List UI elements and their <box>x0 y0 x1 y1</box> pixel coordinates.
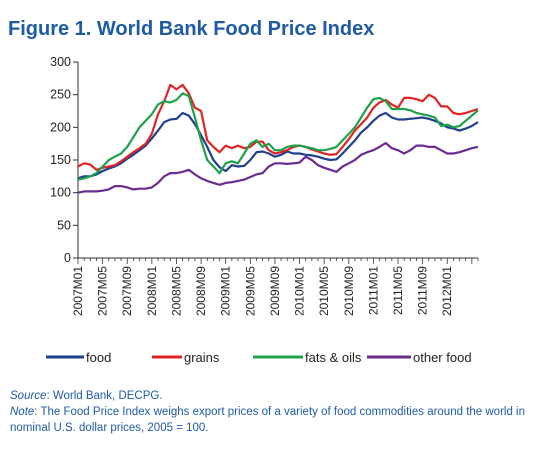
x-tick-label: 2011M05 <box>391 266 405 315</box>
y-tick-label: 50 <box>57 218 71 232</box>
x-tick-label: 2008M05 <box>169 266 183 316</box>
x-tick-label: 2010M05 <box>317 266 331 316</box>
legend-label: food <box>86 350 111 365</box>
note-text: : The Food Price Index weighs export pri… <box>10 406 526 434</box>
source-line: Source: World Bank, DECPG. <box>10 388 546 404</box>
legend-label: fats & oils <box>305 350 362 365</box>
x-tick-label: 2007M01 <box>71 266 85 316</box>
source-text: : World Bank, DECPG. <box>46 390 163 402</box>
series-line-other-food <box>77 141 479 194</box>
y-tick-label: 300 <box>50 55 71 69</box>
source-label: Source <box>10 390 47 402</box>
x-tick-label: 2011M09 <box>416 266 430 315</box>
x-tick-label: 2007M09 <box>120 266 134 316</box>
x-tick-label: 2009M09 <box>268 266 282 316</box>
note-line: Note: The Food Price Index weighs export… <box>10 404 546 436</box>
y-tick-label: 250 <box>50 88 71 102</box>
x-tick-label: 2007M05 <box>96 266 110 316</box>
series-line-food <box>77 111 479 180</box>
x-tick-label: 2009M05 <box>243 266 257 316</box>
chart-title: Figure 1. World Bank Food Price Index <box>8 18 375 40</box>
x-tick-label: 2012M01 <box>440 266 454 316</box>
x-tick-label: 2011M01 <box>366 266 380 315</box>
series-line-grains <box>77 83 479 171</box>
x-tick-label: 2009M01 <box>219 266 233 316</box>
chart-ticks: 0 50 100 150 200 250 300 2007M01 2007M05 2007M09 2… <box>50 55 479 316</box>
chart-axes <box>77 62 478 259</box>
legend-label: other food <box>413 350 472 365</box>
line-chart: 0 50 100 150 200 250 300 2007M01 2007M05 2007M09 2… <box>46 55 479 365</box>
x-tick-label: 2010M01 <box>293 266 307 316</box>
y-tick-label: 200 <box>50 120 71 134</box>
chart-legend: food grains fats & oils other food <box>46 350 472 365</box>
y-tick-label: 0 <box>64 251 71 265</box>
legend-label: grains <box>184 350 220 365</box>
chart-series <box>77 83 479 194</box>
y-tick-label: 150 <box>50 153 71 167</box>
y-tick-label: 100 <box>50 186 71 200</box>
chart-notes: Source: World Bank, DECPG. Note: The Foo… <box>10 388 546 436</box>
x-tick-label: 2008M01 <box>145 266 159 316</box>
x-tick-label: 2008M09 <box>194 266 208 316</box>
note-label: Note <box>10 406 35 418</box>
x-tick-label: 2010M09 <box>342 266 356 316</box>
series-line-fats-oils <box>77 92 479 181</box>
